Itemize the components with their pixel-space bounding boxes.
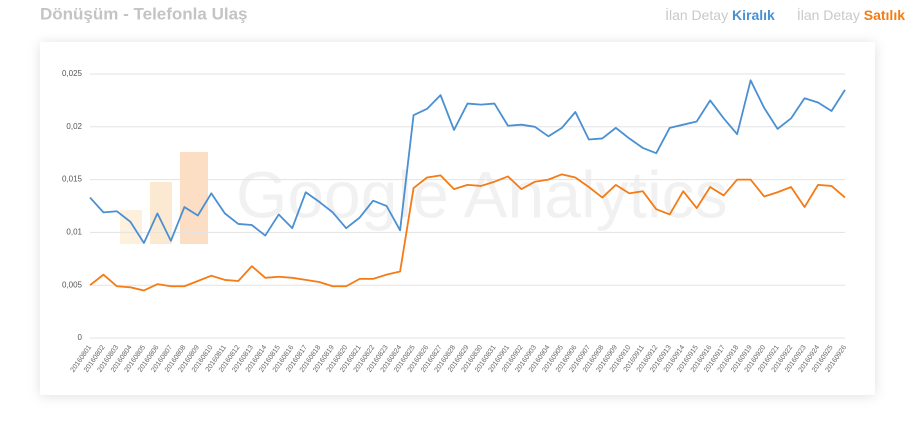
chart-title: Dönüşüm - Telefonla Ulaş <box>40 4 248 23</box>
y-tick-label: 0 <box>78 333 83 342</box>
y-tick-label: 0,02 <box>66 122 82 131</box>
y-tick-label: 0,01 <box>66 228 82 237</box>
y-tick-label: 0,005 <box>62 280 83 289</box>
series-line <box>89 79 846 244</box>
watermark-logo <box>120 152 208 244</box>
series-line <box>89 173 846 292</box>
legend-entry: İlan Detay Satılık <box>797 6 905 23</box>
y-tick-label: 0,015 <box>62 175 83 184</box>
y-tick-label: 0,025 <box>62 69 83 78</box>
legend-entry: İlan Detay Kiralık <box>665 6 775 23</box>
